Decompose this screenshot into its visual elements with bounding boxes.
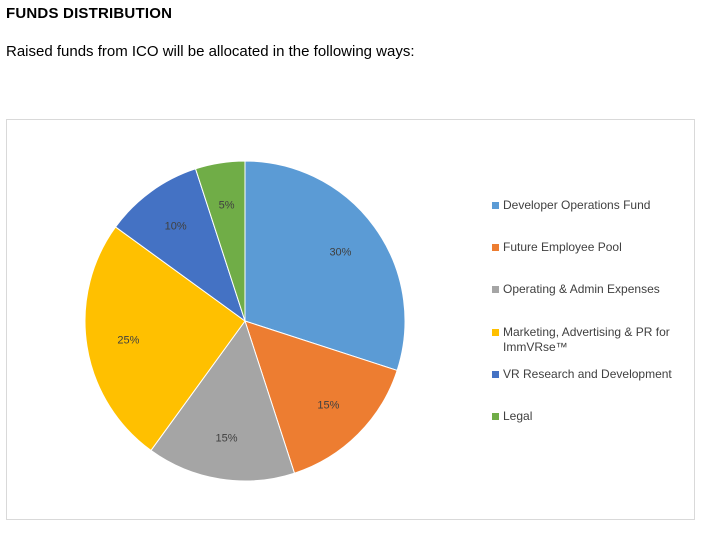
pie-slice-operating-admin-expenses (150, 319, 296, 482)
legend-swatch (492, 202, 499, 209)
data-label-marketing-advertising-pr-for-immvrse: 25% (117, 334, 139, 346)
pie-slice-legal (194, 160, 246, 322)
data-label-legal: 5% (219, 199, 235, 211)
data-label-operating-admin-expenses: 15% (216, 433, 238, 445)
legend-item-developer-operations-fund: Developer Operations Fund (492, 198, 693, 213)
legend-swatch (492, 329, 499, 336)
legend-item-vr-research-development: VR Research and Development (492, 367, 693, 382)
legend-item-operating-admin-expenses: Operating & Admin Expenses (492, 282, 693, 297)
legend-label: Marketing, Advertising & PR for ImmVRse™ (503, 325, 670, 354)
legend-swatch (492, 413, 499, 420)
pie-slice-future-employee-pool (244, 320, 398, 474)
data-label-developer-operations-fund: 30% (329, 247, 351, 259)
legend-swatch (492, 286, 499, 293)
pie-slice-vr-research-and-development (114, 168, 246, 323)
legend-item-legal: Legal (492, 409, 693, 424)
data-label-future-employee-pool: 15% (317, 399, 339, 411)
legend-swatch (492, 244, 499, 251)
legend-swatch (492, 371, 499, 378)
page-heading: FUNDS DISTRIBUTION (6, 5, 173, 22)
legend-label: Future Employee Pool (503, 240, 622, 254)
legend-label: Operating & Admin Expenses (503, 282, 660, 296)
intro-text: Raised funds from ICO will be allocated … (6, 43, 415, 60)
legend-item-future-employee-pool: Future Employee Pool (492, 240, 693, 255)
legend-label: VR Research and Development (503, 367, 672, 381)
legend-label: Legal (503, 409, 533, 423)
pie-slice-developer-operations-fund (244, 160, 406, 372)
data-label-vr-research-and-development: 10% (165, 221, 187, 233)
legend-label: Developer Operations Fund (503, 198, 651, 212)
pie-slice-marketing-advertising-pr-for-immvrse (84, 226, 246, 452)
legend-item-marketing-advertising-pr: Marketing, Advertising & PR for ImmVRse™ (492, 325, 693, 355)
